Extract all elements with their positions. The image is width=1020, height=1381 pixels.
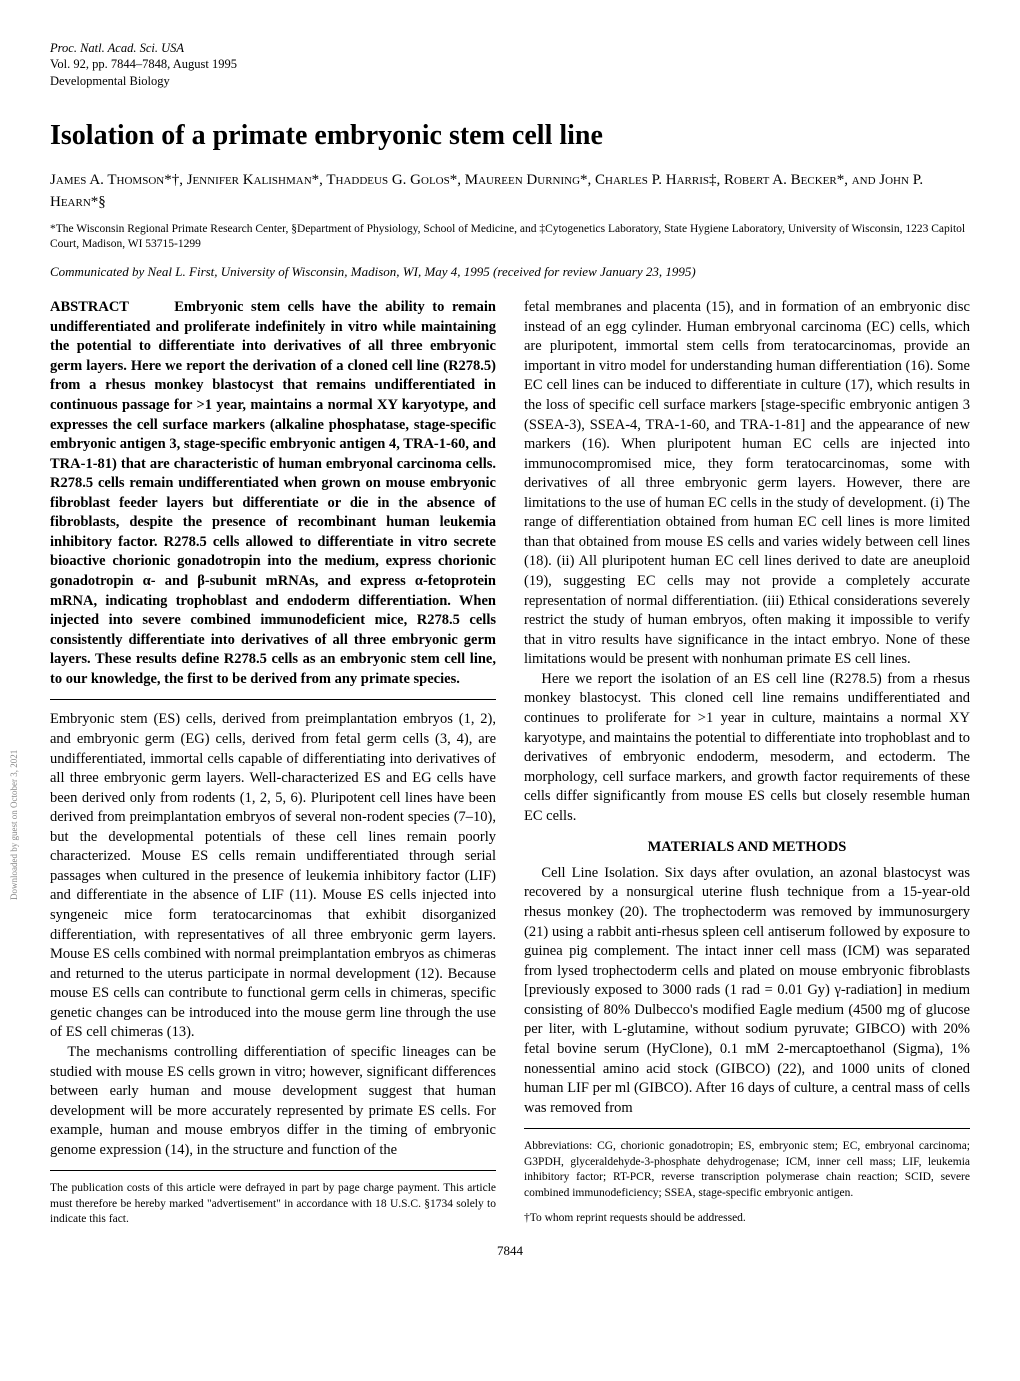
affiliations: *The Wisconsin Regional Primate Research… xyxy=(50,222,970,253)
abstract-label: ABSTRACT xyxy=(50,299,129,315)
page-header: Proc. Natl. Acad. Sci. USA Vol. 92, pp. … xyxy=(50,40,970,89)
two-column-body: ABSTRACT Embryonic stem cells have the a… xyxy=(50,298,970,1228)
intro-paragraph-1: Embryonic stem (ES) cells, derived from … xyxy=(50,710,496,1043)
correspondence-note: †To whom reprint requests should be addr… xyxy=(524,1211,970,1227)
abstract-separator xyxy=(50,699,496,700)
volume-info: Vol. 92, pp. 7844–7848, August 1995 xyxy=(50,56,970,72)
abbreviations-note: Abbreviations: CG, chorionic gonadotropi… xyxy=(524,1139,970,1201)
methods-paragraph-1: Cell Line Isolation. Six days after ovul… xyxy=(524,864,970,1118)
right-column: fetal membranes and placenta (15), and i… xyxy=(524,298,970,1228)
publication-cost-note: The publication costs of this article we… xyxy=(50,1181,496,1228)
body-paragraph-1: fetal membranes and placenta (15), and i… xyxy=(524,298,970,670)
download-note: Downloaded by guest on October 3, 2021 xyxy=(8,750,20,900)
materials-methods-heading: MATERIALS AND METHODS xyxy=(524,838,970,858)
communicated-by: Communicated by Neal L. First, Universit… xyxy=(50,263,970,281)
footnote-separator-right xyxy=(524,1128,970,1129)
author-list: James A. Thomson*†, Jennifer Kalishman*,… xyxy=(50,169,970,214)
abstract-text: Embryonic stem cells have the ability to… xyxy=(50,299,496,687)
footnote-separator-left xyxy=(50,1170,496,1171)
article-title: Isolation of a primate embryonic stem ce… xyxy=(50,117,970,155)
intro-paragraph-2: The mechanisms controlling differentiati… xyxy=(50,1043,496,1160)
page-number: 7844 xyxy=(50,1242,970,1260)
section-label: Developmental Biology xyxy=(50,73,970,89)
abstract-block: ABSTRACT Embryonic stem cells have the a… xyxy=(50,298,496,689)
left-column: ABSTRACT Embryonic stem cells have the a… xyxy=(50,298,496,1228)
body-paragraph-2: Here we report the isolation of an ES ce… xyxy=(524,670,970,827)
journal-name: Proc. Natl. Acad. Sci. USA xyxy=(50,40,970,56)
